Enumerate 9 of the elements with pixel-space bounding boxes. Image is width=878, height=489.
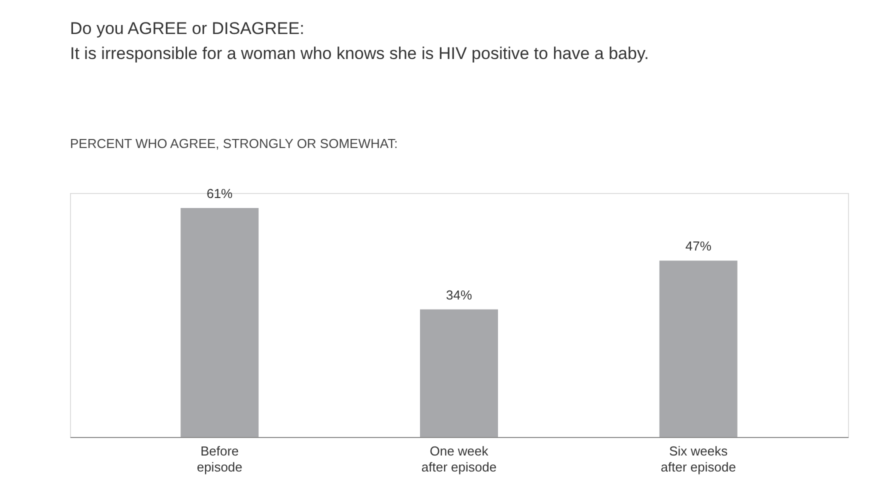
x-tick-label: Six weeks after episode xyxy=(660,444,736,474)
chart-title: Do you AGREE or DISAGREE: xyxy=(70,19,304,38)
x-tick-label: Before episode xyxy=(196,444,242,474)
data-label: 61% xyxy=(206,186,234,202)
text: PERCENT WHO AGREE, STRONGLY OR SOMEWHAT: xyxy=(70,136,398,151)
x-tick-label: One week after episode xyxy=(421,444,497,474)
data-label: 47% xyxy=(685,238,712,254)
data-label: 34% xyxy=(446,287,472,302)
chart-subtitle: It is irresponsible for a woman who knows she is HIV positive to have a baby. xyxy=(70,44,649,63)
